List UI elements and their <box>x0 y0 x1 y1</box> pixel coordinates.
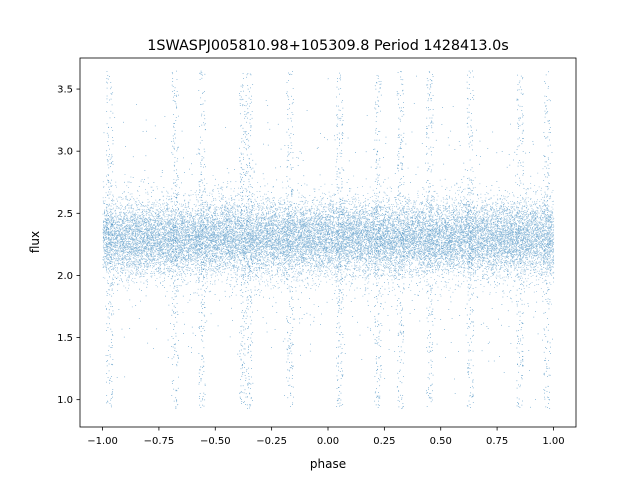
x-axis-ticks: −1.00 −0.75 −0.50 −0.25 0.00 0.25 0.50 0.75 1.00 <box>87 427 565 447</box>
y-tick-label: 1.0 <box>57 395 73 406</box>
x-tick-label: 0.00 <box>317 436 339 447</box>
y-tick-label: 3.5 <box>57 85 73 96</box>
x-tick-label: −0.25 <box>256 436 287 447</box>
y-tick-label: 2.0 <box>57 271 73 282</box>
y-tick-label: 3.0 <box>57 147 73 158</box>
y-axis-ticks: 1.0 1.5 2.0 2.5 3.0 3.5 <box>57 85 80 406</box>
x-tick-label: 0.25 <box>373 436 395 447</box>
y-tick-label: 1.5 <box>57 333 73 344</box>
x-tick-label: −1.00 <box>87 436 118 447</box>
x-axis-label: phase <box>310 457 346 471</box>
x-tick-label: −0.75 <box>144 436 175 447</box>
data-points-core <box>102 166 555 313</box>
x-tick-label: 0.50 <box>430 436 452 447</box>
x-tick-label: 1.00 <box>542 436 564 447</box>
y-tick-label: 2.5 <box>57 209 73 220</box>
data-points <box>102 70 555 409</box>
y-axis-label: flux <box>28 231 42 253</box>
x-tick-label: 0.75 <box>486 436 508 447</box>
x-tick-label: −0.50 <box>200 436 231 447</box>
chart-title: 1SWASPJ005810.98+105309.8 Period 1428413… <box>147 38 509 54</box>
